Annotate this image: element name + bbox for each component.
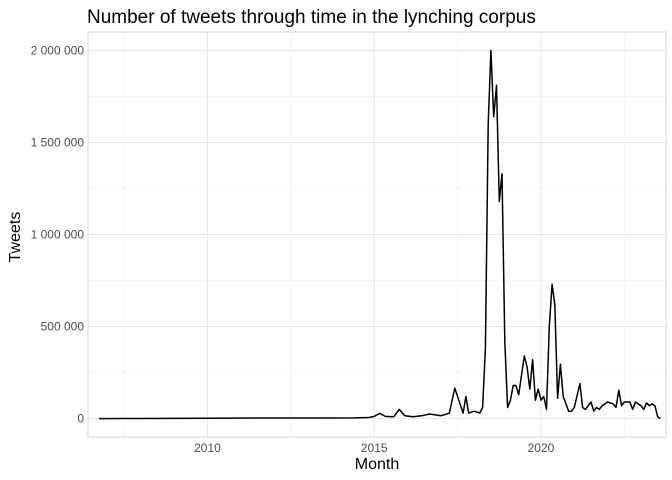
y-axis-title: Tweets [7,212,24,263]
grid [88,32,666,437]
panel-border [87,31,667,438]
x-axis-ticks: 2010 2015 2020 [194,441,554,455]
y-tick-label: 2 000 000 [31,43,85,57]
y-tick-label: 1 500 000 [31,135,85,149]
x-tick-label: 2020 [528,441,555,455]
x-tick-label: 2015 [361,441,388,455]
y-tick-label: 0 [77,412,84,426]
y-tick-label: 500 000 [41,320,85,334]
chart-title: Number of tweets through time in the lyn… [87,7,536,28]
x-tick-label: 2010 [194,441,221,455]
series-line [99,49,661,420]
y-axis-ticks: 0 500 000 1 000 000 1 500 000 2 000 000 [31,43,85,425]
y-tick-label: 1 000 000 [31,228,85,242]
x-axis-title: Month [355,456,399,473]
